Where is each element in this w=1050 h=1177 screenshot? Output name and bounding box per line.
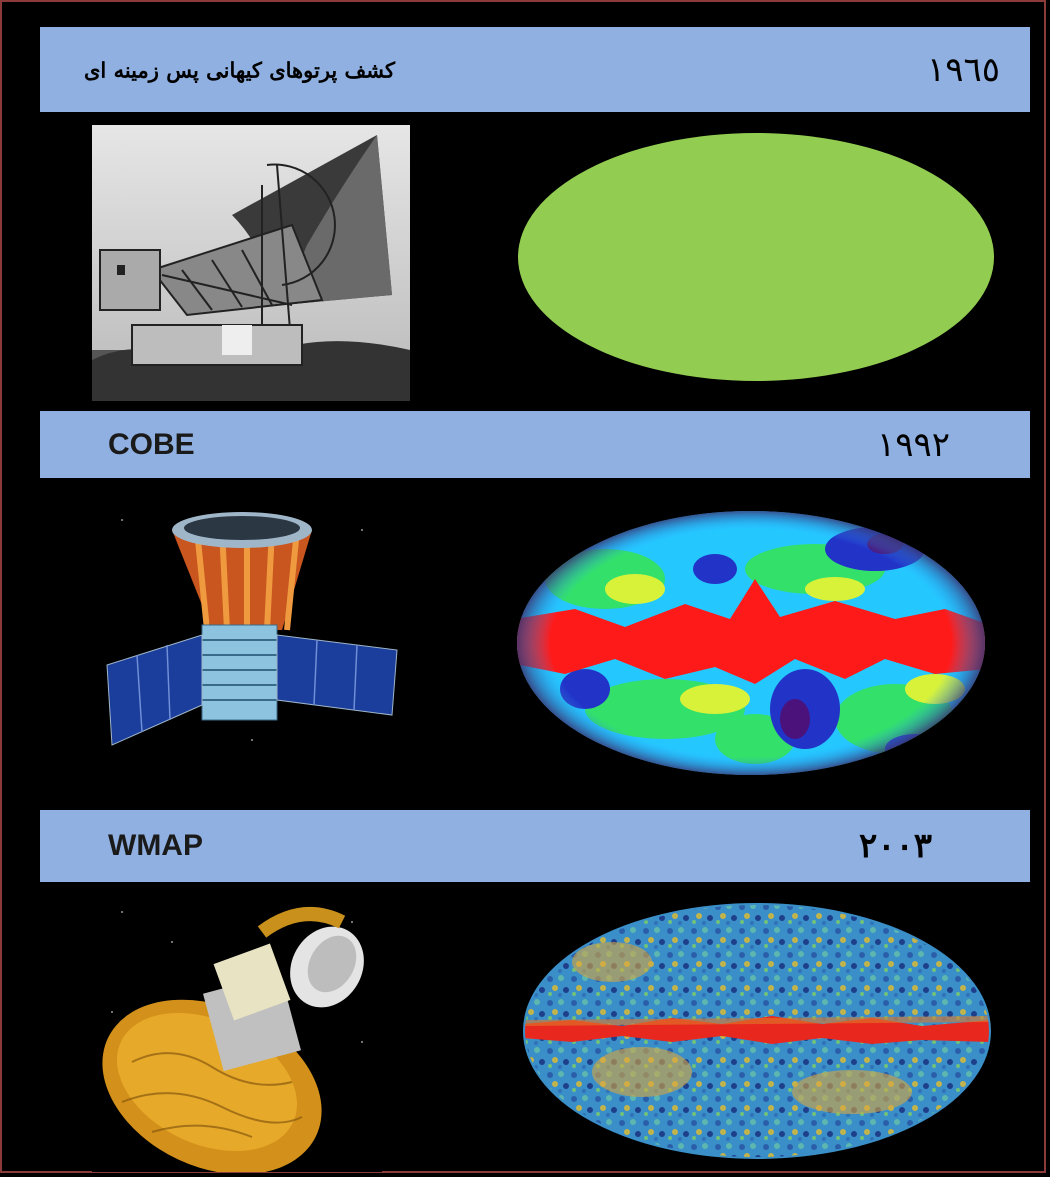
wmap-label: WMAP (108, 829, 203, 862)
header-band-1965: کشف پرتوهای کیهانی پس زمینه ای ١٩٦٥ (40, 27, 1030, 112)
wmap-cmb-map (522, 902, 992, 1160)
horn-antenna-icon (92, 125, 410, 401)
cobe-satellite-icon (102, 490, 402, 760)
year-2003: ٢٠٠٣ (858, 826, 932, 866)
cobe-cmb-map (515, 509, 987, 777)
uniform-cmb-map (517, 132, 995, 382)
header-band-wmap: WMAP ٢٠٠٣ (40, 810, 1030, 882)
discovery-title: کشف پرتوهای کیهانی پس زمینه ای (84, 57, 396, 82)
cobe-satellite-image (102, 490, 402, 760)
cobe-label: COBE (108, 427, 195, 461)
header-band-cobe: COBE ١٩٩٢ (40, 411, 1030, 478)
year-1992: ١٩٩٢ (876, 424, 950, 465)
wmap-satellite-icon (92, 892, 382, 1172)
wmap-satellite-image (92, 892, 382, 1172)
horn-antenna-photo (92, 125, 410, 401)
year-1965: ١٩٦٥ (926, 49, 1000, 90)
